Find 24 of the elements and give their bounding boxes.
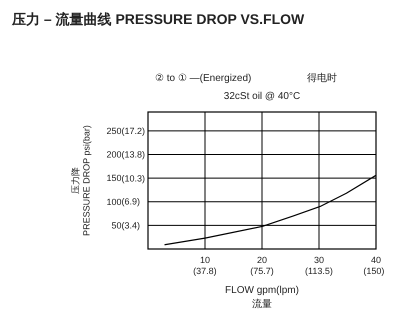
y2-tick-label: (13.8) bbox=[121, 149, 145, 160]
x2-tick-label: (150) bbox=[363, 266, 384, 276]
y-tick-label: 150 bbox=[106, 173, 122, 184]
x2-tick-label: (75.7) bbox=[250, 266, 274, 276]
x-tick-label: 30 bbox=[314, 255, 324, 265]
x2-tick-label: (37.8) bbox=[193, 266, 217, 276]
chart-title: 压力 – 流量曲线 PRESSURE DROP VS.FLOW bbox=[11, 11, 306, 27]
x-tick-label: 20 bbox=[256, 255, 268, 265]
y2-tick-label: (6.9) bbox=[121, 196, 140, 207]
x-axis-title: FLOW gpm(lpm) 流量 bbox=[225, 285, 299, 310]
y-tick-label: 250 bbox=[106, 126, 122, 136]
y2-tick-label: (17.2) bbox=[121, 126, 145, 136]
y2-tick-label: (3.4) bbox=[121, 220, 140, 231]
x2-tick-label: (113.5) bbox=[304, 266, 333, 276]
text: 得电时 bbox=[307, 72, 337, 84]
y-tick-label: 100 bbox=[106, 196, 122, 207]
y-tick-label: 200 bbox=[106, 150, 122, 160]
x-tick-label: 10 bbox=[200, 255, 210, 265]
y2-tick-label: (10.3) bbox=[121, 173, 145, 184]
y-tick-label: 50 bbox=[111, 220, 122, 230]
y-axis-title: 压力降 PRESSURE DROP psi(bar) bbox=[70, 125, 92, 236]
chart-subtitle: 32cSt oil @ 40°C bbox=[224, 91, 300, 102]
text: ② to ① —(Energized) bbox=[155, 73, 252, 84]
x-tick-label: 40 bbox=[370, 255, 382, 265]
